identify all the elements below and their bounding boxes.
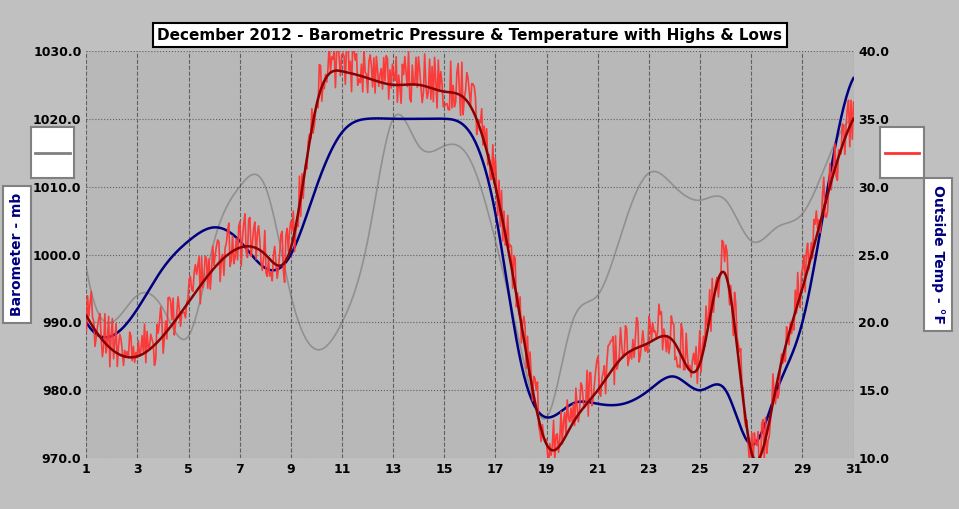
Title: December 2012 - Barometric Pressure & Temperature with Highs & Lows: December 2012 - Barometric Pressure & Te… (157, 28, 783, 43)
Text: Barometer - mb: Barometer - mb (11, 193, 24, 316)
Text: Outside Temp - °F: Outside Temp - °F (931, 185, 945, 324)
